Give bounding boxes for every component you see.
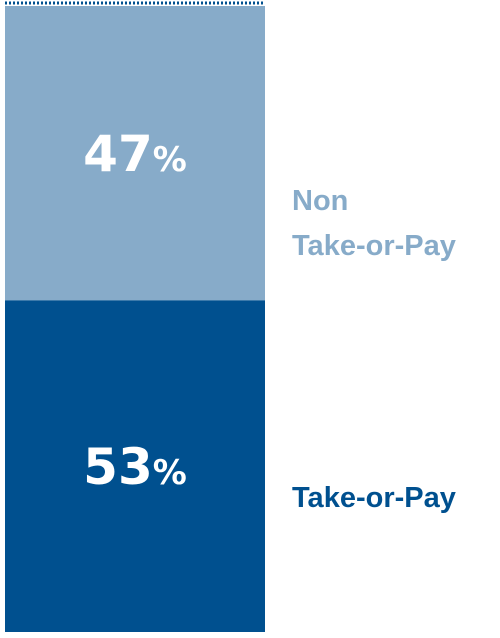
bar-segment bbox=[5, 300, 265, 632]
legend-label: Non Take-or-Pay bbox=[292, 185, 456, 262]
bar-segment bbox=[5, 6, 265, 301]
legend-label: Take-or-Pay bbox=[292, 482, 456, 514]
value-label: 47% bbox=[83, 125, 187, 183]
value-label: 53% bbox=[83, 438, 187, 496]
